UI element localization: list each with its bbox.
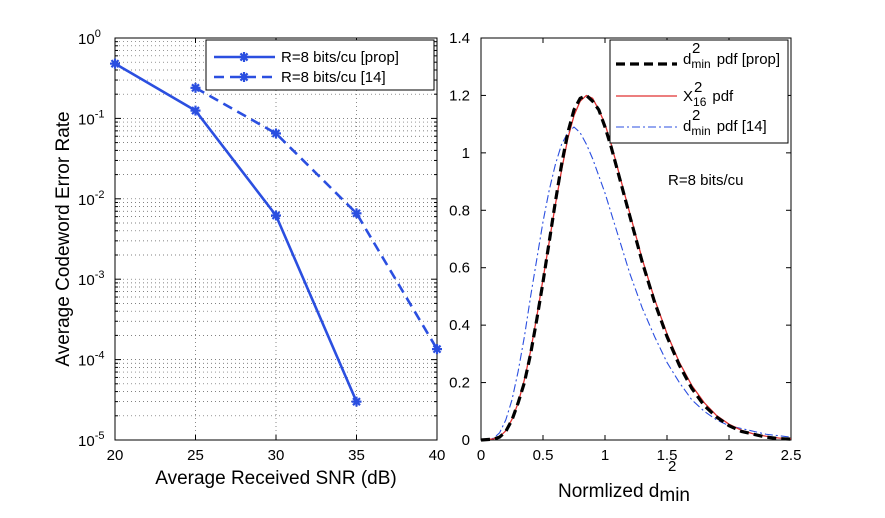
left-point-0-stroke: [110, 59, 120, 68]
right-y-tick-labels: 0 0.2 0.4 0.6 0.8 1 1.2 1.4: [449, 30, 470, 449]
right-legend: dmin pdf [prop] 2 X16 pdf 2 dmin pdf [14] 2: [609, 39, 789, 144]
left-point-0-stroke: [352, 397, 361, 406]
left-point-1-stroke: [191, 83, 200, 93]
right-x-axis-label: Normlized dmin: [558, 481, 690, 506]
right-y-tick-label: 0.6: [449, 260, 470, 277]
legend-asterisk-stroke: [239, 72, 249, 82]
left-series: [110, 58, 442, 407]
legend-label-dmin-prop: dmin pdf [prop]: [683, 51, 780, 71]
right-annotation: R=8 bits/cu: [668, 172, 743, 189]
left-point-1-stroke: [271, 129, 281, 138]
left-point-0: [190, 105, 201, 116]
left-legend: R=8 bits/cu [prop] R=8 bits/cu [14]: [205, 39, 435, 91]
right-series-line-0: [480, 93, 792, 442]
left-point-0: [110, 58, 120, 69]
left-y-tick-label: 10-3: [78, 269, 104, 289]
left-point-0: [271, 210, 281, 221]
legend-label-dmin-prop-sup: 2: [692, 40, 700, 57]
legend-label-prop: R=8 bits/cu [prop]: [281, 49, 399, 66]
right-y-tick-label: 0.4: [449, 317, 470, 334]
left-point-0: [351, 396, 362, 407]
left-point-1-stroke: [432, 344, 442, 354]
left-x-axis-label: Average Received SNR (dB): [155, 468, 396, 489]
left-y-tick-labels: 100 10-1 10-2 10-3 10-4 10-5: [78, 28, 104, 450]
left-x-tick-label: 20: [107, 447, 124, 464]
right-plot: 0 0.5 1 1.5 2 2.5 00.20.40.60.811.21.4 Normli…: [449, 30, 801, 506]
legend-asterisk: [239, 72, 249, 82]
legend-label-chi16-sup: 2: [694, 79, 702, 96]
right-x-tick-label: 2: [725, 447, 733, 464]
left-x-tick-label: 25: [187, 447, 204, 464]
left-y-tick-label: 10-5: [78, 430, 104, 450]
left-x-tick-label: 35: [348, 447, 365, 464]
right-y-tick-label: 0.2: [449, 375, 470, 392]
left-y-tick-label: 10-4: [78, 350, 104, 370]
right-x-tick-labels: 0 0.5 1 1.5 2 2.5: [477, 447, 802, 464]
left-point-0-stroke: [271, 211, 281, 220]
right-axes-box: [480, 37, 792, 441]
right-x-tick-label: 0: [477, 447, 485, 464]
right-y-tick-label: 0.8: [449, 202, 470, 219]
left-plot: 20 25 30 35 40 100 10-1 10-2 10-3 10-4 10-5 Avera…: [53, 28, 445, 489]
right-x-axis-label-superscript: 2: [668, 458, 676, 475]
left-y-tick-label: 100: [78, 28, 101, 48]
legend-asterisk-stroke: [239, 52, 249, 62]
left-series-line-0: [114, 62, 358, 403]
legend-label-dmin-ref14: dmin pdf [14]: [683, 118, 767, 138]
legend-label-ref14: R=8 bits/cu [14]: [281, 69, 386, 86]
legend-label-dmin-ref14-sup: 2: [692, 107, 700, 124]
left-point-1: [190, 82, 201, 93]
legend-marker-ref14: [239, 72, 249, 82]
left-x-tick-label: 40: [429, 447, 446, 464]
right-y-tick-label: 1.4: [449, 30, 470, 47]
legend-marker-prop: [239, 52, 249, 62]
legend-label-chi16: X16 pdf: [683, 88, 734, 109]
left-x-tick-labels: 20 25 30 35 40: [107, 447, 446, 464]
left-y-tick-label: 10-1: [78, 108, 104, 128]
right-x-tick-label: 0.5: [533, 447, 554, 464]
right-x-tick-label: 1: [601, 447, 609, 464]
right-x-tick-label: 2.5: [781, 447, 802, 464]
left-point-1: [432, 344, 442, 355]
legend-asterisk: [239, 52, 249, 62]
right-x-tick-label: 1.5: [657, 447, 678, 464]
left-point-1: [351, 208, 362, 219]
left-point-0-stroke: [191, 106, 200, 115]
right-y-tick-label: 1: [462, 145, 470, 162]
left-series-line-1: [194, 86, 439, 350]
right-y-tick-label: 1.2: [449, 87, 470, 104]
left-point-1-stroke: [352, 208, 361, 218]
left-x-tick-label: 30: [268, 447, 285, 464]
left-point-1: [271, 128, 281, 139]
left-y-tick-label: 10-2: [78, 189, 104, 209]
right-series: [480, 93, 792, 442]
right-y-tick-label: 0: [462, 432, 470, 449]
left-y-axis-label: Average Codeword Error Rate: [53, 111, 74, 366]
right-legend-box: [609, 39, 789, 144]
